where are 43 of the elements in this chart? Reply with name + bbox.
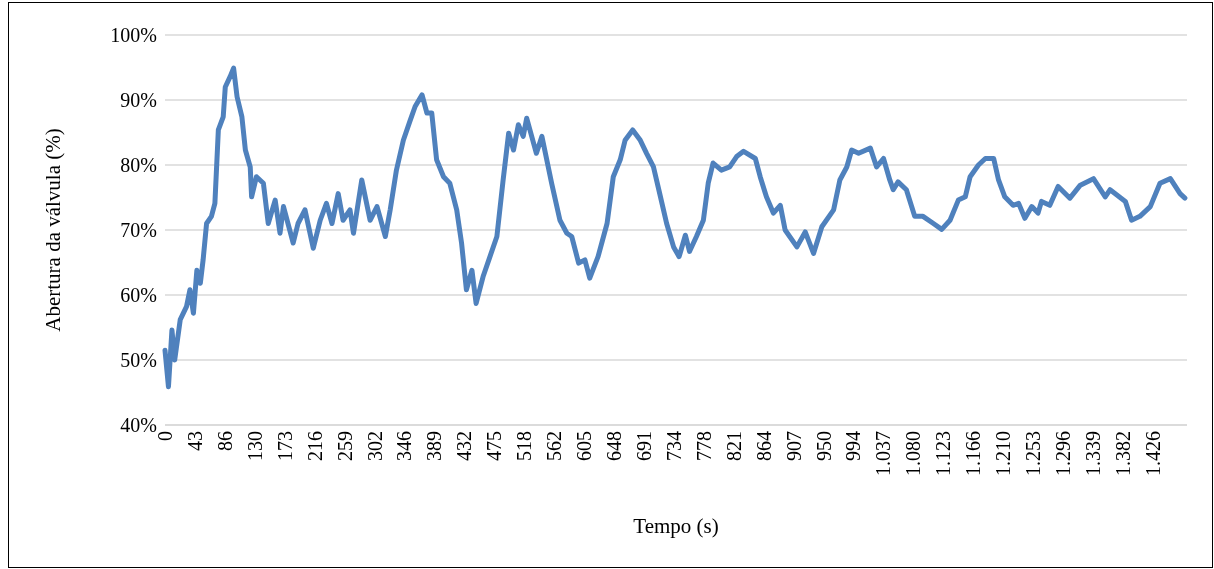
x-tick-label: 1.123 (932, 431, 955, 476)
x-tick-label: 562 (543, 431, 566, 461)
x-tick-label: 1.210 (992, 431, 1015, 476)
x-tick-label: 994 (842, 431, 865, 461)
y-axis-title: Abertura da válvula (%) (41, 128, 65, 332)
x-tick-label: 1.426 (1141, 431, 1164, 476)
x-tick-label: 475 (483, 431, 506, 461)
x-tick-label: 1.382 (1111, 431, 1134, 476)
x-tick-label: 950 (812, 431, 835, 461)
x-tick-label: 0 (154, 431, 176, 441)
x-tick-label: 346 (393, 431, 416, 461)
y-tick-label: 60% (120, 284, 157, 306)
x-tick-label: 1.339 (1081, 431, 1104, 476)
x-tick-label: 821 (722, 431, 745, 461)
x-tick-label: 216 (303, 431, 326, 461)
y-tick-label: 100% (110, 24, 157, 46)
x-tick-label: 43 (183, 431, 206, 451)
x-tick-label: 173 (273, 431, 296, 461)
x-tick-label: 86 (213, 431, 236, 451)
x-tick-label: 648 (602, 431, 625, 461)
x-tick-label: 907 (782, 431, 805, 461)
y-tick-label: 80% (120, 154, 157, 176)
x-tick-label: 1.037 (872, 431, 895, 476)
y-tick-label: 50% (120, 349, 157, 371)
x-axis-title: Tempo (s) (633, 514, 719, 538)
x-tick-label: 605 (573, 431, 596, 461)
x-tick-label: 1.080 (902, 431, 925, 476)
x-tick-label: 302 (363, 431, 386, 461)
y-tick-label: 90% (120, 89, 157, 111)
x-tick-label: 691 (632, 431, 655, 461)
y-tick-label: 70% (120, 219, 157, 241)
x-tick-label: 389 (423, 431, 446, 461)
x-tick-label: 734 (662, 431, 685, 461)
x-tick-label: 1.296 (1051, 431, 1074, 476)
x-tick-label: 259 (333, 431, 356, 461)
x-tick-label: 130 (243, 431, 266, 461)
x-tick-label: 518 (513, 431, 536, 461)
x-tick-label: 778 (692, 431, 715, 461)
x-tick-label: 1.166 (962, 431, 985, 476)
x-tick-label: 864 (752, 431, 775, 461)
y-tick-label: 40% (120, 414, 157, 436)
x-tick-label: 432 (453, 431, 476, 461)
x-tick-label: 1.253 (1022, 431, 1045, 476)
